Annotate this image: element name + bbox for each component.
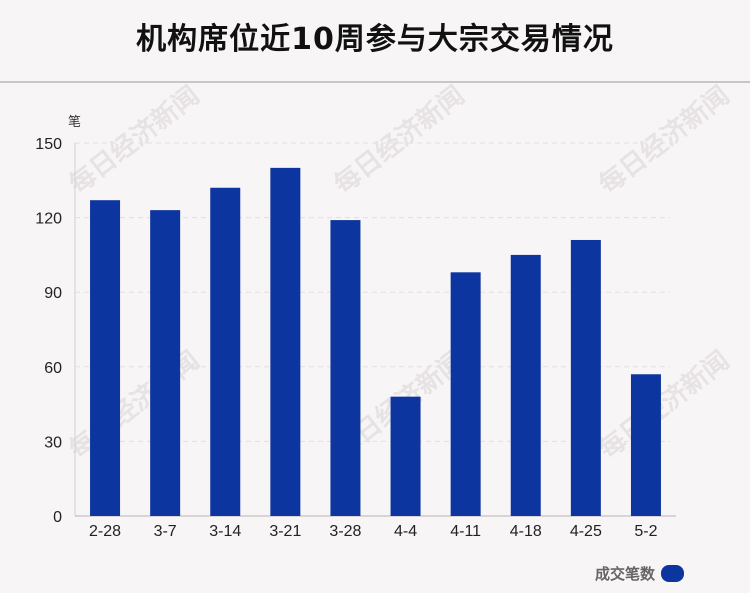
bar	[510, 254, 541, 516]
x-tick-label: 5-2	[634, 523, 657, 540]
x-tick-label: 4-4	[394, 523, 417, 540]
x-tick-labels: 2-28 3-7 3-14 3-21 3-28 4-4 4-11 4-18 4-25 5-2	[89, 523, 658, 540]
legend: 成交笔数	[595, 563, 684, 584]
bar	[210, 187, 241, 516]
bar	[270, 167, 301, 516]
x-tick-label: 3-28	[329, 523, 361, 540]
y-tick-label: 120	[35, 211, 62, 228]
x-tick-label: 3-21	[269, 523, 301, 540]
bar	[150, 210, 181, 516]
bar	[390, 396, 421, 516]
y-tick-label: 30	[44, 434, 62, 451]
x-tick-label: 4-11	[450, 523, 481, 540]
bar	[570, 239, 601, 517]
x-tick-label: 4-18	[510, 523, 542, 540]
x-tick-label: 3-7	[154, 523, 177, 540]
title-divider	[0, 81, 750, 83]
y-tick-label: 0	[53, 509, 62, 526]
chart-title: 机构席位近10周参与大宗交易情况	[136, 22, 614, 57]
bar	[630, 374, 661, 516]
y-axis-unit-label: 笔	[68, 114, 81, 130]
legend-swatch	[661, 565, 684, 582]
bar	[330, 220, 361, 516]
y-tick-label: 60	[44, 360, 62, 377]
bar	[450, 272, 481, 516]
bars	[90, 167, 661, 517]
y-tick-label: 150	[35, 136, 62, 153]
y-tick-label: 90	[44, 285, 62, 302]
x-tick-label: 4-25	[570, 523, 602, 540]
x-tick-label: 3-14	[209, 523, 241, 540]
legend-label: 成交笔数	[594, 565, 655, 583]
bar	[90, 200, 121, 516]
x-tick-label: 2-28	[89, 523, 121, 540]
y-tick-labels: 0 30 60 90 120 150	[35, 136, 62, 526]
